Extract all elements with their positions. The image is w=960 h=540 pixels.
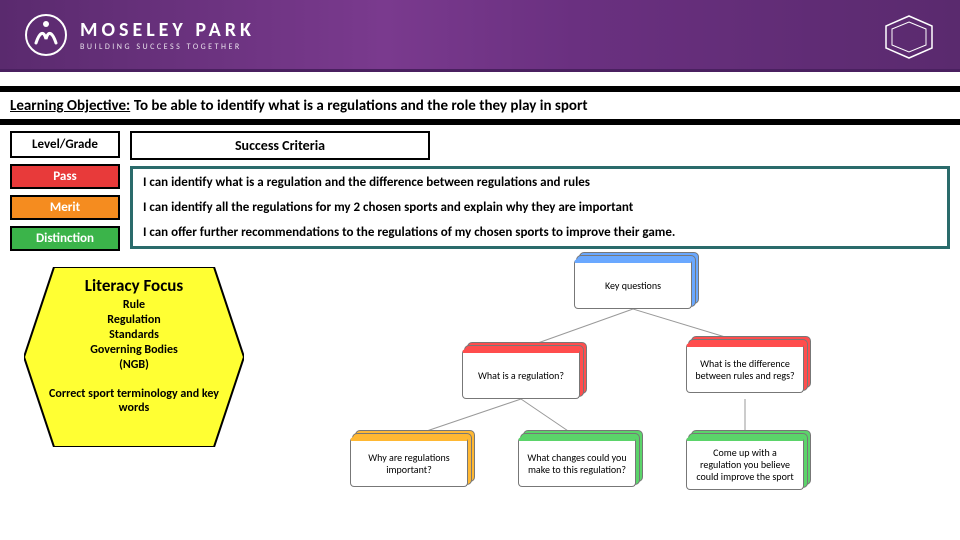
literacy-sub: Correct sport terminology and key words [34, 387, 234, 415]
lo-text-value: To be able to identify what is a regulat… [134, 97, 588, 115]
learning-objective-row: Learning Objective: To be able to identi… [0, 86, 960, 125]
level-pass: Pass [10, 164, 120, 189]
literacy-words: Rule Regulation Standards Governing Bodi… [90, 298, 178, 373]
level-merit: Merit [10, 195, 120, 220]
header-banner: MOSELEY PARK BUILDING SUCCESS TOGETHER [0, 0, 960, 72]
success-criteria-list: I can identify what is a regulation and … [130, 166, 950, 249]
key-questions-tree: Key questions What is a regulation? What i… [284, 259, 950, 489]
level-distinction: Distinction [10, 226, 120, 251]
tree-node: What is a regulation? [462, 349, 580, 399]
tree-node: What is the difference between rules and… [686, 343, 804, 393]
literacy-word: Governing Bodies [90, 343, 178, 358]
lower-section: Literacy Focus Rule Regulation Standards… [0, 251, 960, 489]
brand-mark-icon [24, 13, 68, 57]
tree-node: Key questions [574, 259, 692, 309]
literacy-word: Regulation [90, 313, 178, 328]
literacy-word: Standards [90, 328, 178, 343]
brand-text: MOSELEY PARK BUILDING SUCCESS TOGETHER [80, 18, 255, 52]
literacy-title: Literacy Focus [85, 275, 183, 296]
tree-node: What changes could you make to this regu… [518, 437, 636, 487]
partner-logo-icon [882, 14, 936, 65]
level-grade-header: Level/Grade [10, 131, 120, 158]
level-grade-col: Level/Grade Pass Merit Distinction [10, 131, 120, 251]
tree-node: Why are regulations important? [350, 437, 468, 487]
criteria-statement: I can identify all the regulations for m… [143, 200, 937, 215]
literacy-content: Literacy Focus Rule Regulation Standards… [24, 267, 244, 447]
literacy-focus: Literacy Focus Rule Regulation Standards… [24, 267, 264, 447]
brand-main: MOSELEY PARK [80, 18, 255, 42]
success-criteria-col: Success Criteria I can identify what is … [130, 131, 950, 249]
brand-sub: BUILDING SUCCESS TOGETHER [80, 42, 255, 52]
lo-label: Learning Objective: [10, 97, 130, 115]
literacy-word: Rule [90, 298, 178, 313]
criteria-statement: I can identify what is a regulation and … [143, 175, 937, 190]
success-criteria-header: Success Criteria [130, 131, 430, 160]
criteria-section: Level/Grade Pass Merit Distinction Succe… [0, 125, 960, 251]
literacy-word: (NGB) [90, 358, 178, 373]
brand-logo: MOSELEY PARK BUILDING SUCCESS TOGETHER [24, 13, 255, 57]
criteria-statement: I can offer further recommendations to t… [143, 225, 937, 240]
tree-node: Come up with a regulation you believe co… [686, 437, 804, 490]
